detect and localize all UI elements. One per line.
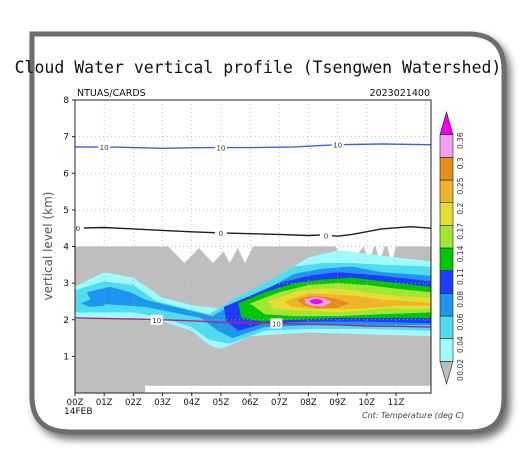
y-tick-label: 6 — [63, 169, 69, 179]
y-tick-label: 2 — [63, 316, 69, 326]
x-ticks: 00Z 01Z 02Z 03Z 04Z 05Z 06Z 07Z 08Z 09Z 10Z 11Z — [67, 393, 405, 408]
y-tick-label: 5 — [63, 206, 69, 216]
contour-label: 10 — [152, 317, 161, 325]
contour-label-bg — [98, 141, 111, 152]
x-tick-label: 06Z — [242, 398, 259, 408]
colorbar: 00.02 0.04 0.06 0.08 0.11 0.14 0.17 0.2 0.25 0.3 0… — [439, 110, 465, 386]
contour-label: 10 — [272, 320, 281, 328]
contour-label-bg — [214, 142, 227, 153]
colorbar-label: 0.25 — [456, 177, 465, 194]
colorbar-segment — [439, 202, 454, 226]
x-tick-label: 00Z — [67, 398, 84, 408]
contour-label: 0 — [219, 230, 223, 238]
contour-label-bg — [319, 230, 332, 241]
clear-low-gap — [145, 385, 431, 393]
contour-label: 10 — [100, 144, 109, 152]
colorbar-label: 0.17 — [456, 223, 465, 240]
temperature-contours: 10 10 10 0 0 0 10 10 — [71, 139, 432, 329]
contour-label-bg — [270, 318, 283, 329]
colorbar-segment — [439, 134, 454, 158]
x-tick-label: 04Z — [183, 398, 200, 408]
contour-line — [74, 225, 432, 237]
x-tick-label: 01Z — [96, 398, 113, 408]
clear-notch — [168, 246, 201, 263]
colorbar-label: 0.36 — [456, 132, 465, 149]
colorbar-label: 0.08 — [456, 291, 465, 308]
colorbar-segment — [439, 315, 454, 339]
y-tick-label: 3 — [63, 279, 69, 289]
colorbar-label: 0 — [456, 376, 465, 381]
run-label: 2023021400 — [370, 88, 430, 99]
clear-notch — [237, 246, 253, 263]
colorbar-segment — [439, 225, 454, 249]
colorbar-label: 0.04 — [456, 336, 465, 353]
colorbar-segment — [439, 293, 454, 317]
x-tick-label: 02Z — [125, 398, 142, 408]
colorbar-label: 0.06 — [456, 313, 465, 330]
x-tick-label: 05Z — [213, 398, 230, 408]
colorbar-label: 0.02 — [456, 359, 465, 376]
source-label: NTUAS/CARDS — [77, 88, 146, 99]
contour-label-bg — [71, 223, 84, 234]
contour-label-bg — [331, 139, 344, 150]
cloud-band-0.36 — [309, 298, 323, 305]
colorbar-segment — [439, 361, 454, 386]
contour-label: 10 — [216, 145, 225, 153]
colorbar-segment — [439, 157, 454, 181]
contour-line — [74, 143, 432, 150]
clear-notch — [387, 246, 396, 263]
x-tick-label: 03Z — [154, 398, 171, 408]
contour-label-bg — [214, 227, 227, 238]
colorbar-segment — [439, 270, 454, 294]
colorbar-segment — [439, 179, 454, 203]
y-tick-label: 4 — [63, 243, 69, 253]
contour-label-bg — [150, 314, 163, 325]
y-tick-label: 1 — [63, 352, 69, 362]
colorbar-label: 0.2 — [456, 202, 465, 214]
footer-text: Cnt: Temperature (deg C) — [362, 411, 464, 420]
contour-label: 10 — [333, 142, 342, 150]
colorbar-segment — [439, 338, 454, 362]
x-tick-label: 10Z — [358, 398, 375, 408]
x-tick-label: 09Z — [329, 398, 346, 408]
y-tick-label: 7 — [63, 133, 69, 143]
cloud-blob-left — [80, 297, 110, 307]
contour-label: 0 — [76, 225, 80, 233]
x-tick-label: 11Z — [388, 398, 405, 408]
colorbar-segment — [439, 110, 454, 135]
colorbar-label: 0.3 — [456, 157, 465, 169]
colorbar-segment — [439, 247, 454, 271]
y-axis-label: vertical level (km) — [41, 192, 55, 301]
clear-notch — [197, 246, 229, 263]
contour-label: 0 — [324, 233, 328, 241]
x-tick-label: 07Z — [271, 398, 288, 408]
date-label: 14FEB — [64, 407, 93, 417]
clear-notch — [220, 246, 239, 263]
colorbar-label: 0.14 — [456, 245, 465, 262]
clear-notch — [375, 246, 385, 263]
chart-title: Cloud Water vertical profile (Tsengwen W… — [15, 58, 502, 77]
colorbar-label: 0.11 — [456, 268, 465, 285]
y-ticks: 1 2 3 4 5 6 7 8 — [63, 96, 75, 362]
y-tick-label: 8 — [63, 96, 69, 106]
x-tick-label: 08Z — [300, 398, 317, 408]
cloud-blob-mid — [127, 299, 148, 305]
